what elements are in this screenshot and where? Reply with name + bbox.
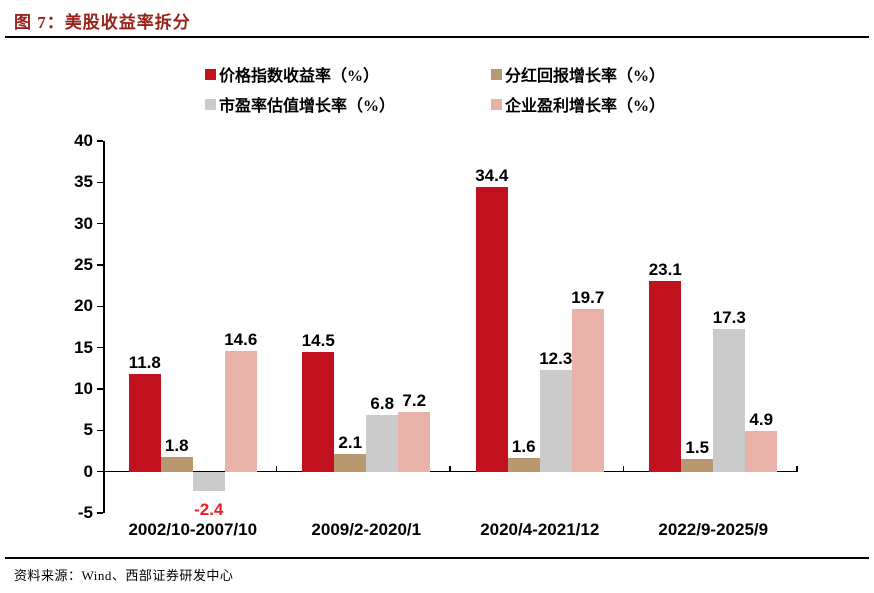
bar — [745, 431, 778, 472]
bar-value-label: 23.1 — [648, 259, 682, 279]
bar — [571, 308, 604, 472]
x-axis-tick — [449, 465, 451, 472]
bar — [334, 454, 367, 472]
bar-value-label: 2.1 — [338, 433, 363, 453]
y-tick-label: 15 — [74, 337, 93, 357]
y-tick-label: 25 — [74, 255, 93, 274]
bar-value-label: 4.9 — [749, 410, 774, 430]
legend-label: 价格指数收益率（%） — [219, 68, 380, 85]
legend-label: 市盈率估值增长率（%） — [219, 98, 396, 115]
bar-value-label: 19.7 — [571, 287, 605, 307]
bar — [681, 459, 714, 472]
legend-item: 分红回报增长率（%） — [491, 64, 666, 85]
bar-value-label: -2.4 — [194, 499, 224, 519]
bar — [128, 374, 161, 472]
legend-item: 市盈率估值增长率（%） — [205, 94, 396, 115]
top-divider — [5, 36, 869, 38]
y-axis-tick — [97, 388, 103, 390]
legend-label: 企业盈利增长率（%） — [505, 98, 666, 115]
bar — [302, 351, 335, 472]
bar-value-label: 17.3 — [712, 307, 746, 327]
x-axis-tick — [275, 465, 278, 472]
bar — [192, 471, 225, 492]
y-axis-line — [103, 141, 105, 513]
legend-item: 价格指数收益率（%） — [205, 64, 380, 85]
y-axis-tick — [97, 264, 103, 266]
x-axis-tick — [622, 465, 625, 472]
y-axis-tick — [97, 470, 103, 473]
bar — [713, 328, 746, 472]
y-tick-label: 20 — [74, 296, 93, 316]
category-label: 2022/9-2025/9 — [658, 520, 769, 539]
y-tick-label: 5 — [83, 420, 93, 440]
y-axis-tick — [97, 305, 103, 308]
y-axis-tick — [97, 346, 103, 349]
bar-value-label: 34.4 — [475, 166, 509, 186]
figure-title: 图 7：美股收益率拆分 — [14, 13, 191, 32]
bar-value-label: 1.6 — [511, 437, 536, 457]
bar — [507, 458, 540, 472]
bar — [539, 369, 572, 472]
legend-item: 企业盈利增长率（%） — [491, 94, 666, 115]
legend-swatch-icon — [205, 68, 216, 80]
bar — [160, 456, 193, 472]
y-tick-label: 30 — [74, 213, 93, 233]
bar-value-label: 11.8 — [128, 353, 161, 373]
bar — [649, 280, 682, 472]
legend-swatch-icon — [491, 68, 502, 80]
x-axis-tick — [796, 465, 798, 472]
legend-label: 分红回报增长率（%） — [505, 68, 666, 85]
bar — [475, 187, 508, 472]
bar-value-label: 7.2 — [402, 391, 427, 411]
y-axis-tick — [97, 181, 103, 184]
bar-value-label: 12.3 — [539, 348, 573, 368]
y-axis-tick — [97, 512, 103, 514]
bar — [366, 415, 399, 472]
y-tick-label: 0 — [83, 461, 93, 481]
bar-value-label: 14.5 — [301, 330, 335, 350]
y-tick-label: 10 — [74, 379, 93, 398]
y-axis-tick — [97, 429, 103, 432]
x-axis-line — [103, 470, 797, 473]
y-axis-tick — [97, 140, 103, 142]
category-label: 2020/4-2021/12 — [480, 520, 600, 539]
bottom-divider — [5, 557, 869, 559]
y-axis-tick — [97, 222, 103, 225]
category-label: 2002/10-2007/10 — [128, 520, 258, 539]
legend-swatch-icon — [491, 98, 502, 110]
bar-value-label: 6.8 — [370, 394, 395, 414]
source-note: 资料来源：Wind、西部证券研发中心 — [14, 568, 234, 583]
y-tick-label: 35 — [74, 172, 93, 192]
bar-value-label: 1.8 — [164, 435, 189, 455]
bar-value-label: 1.5 — [685, 438, 710, 458]
legend-swatch-icon — [205, 98, 216, 110]
y-tick-label: -5 — [77, 503, 93, 522]
category-label: 2009/2-2020/1 — [311, 520, 422, 539]
bar-value-label: 14.6 — [224, 329, 258, 349]
bar — [398, 412, 431, 472]
bar — [224, 350, 257, 472]
y-tick-label: 40 — [74, 131, 93, 150]
